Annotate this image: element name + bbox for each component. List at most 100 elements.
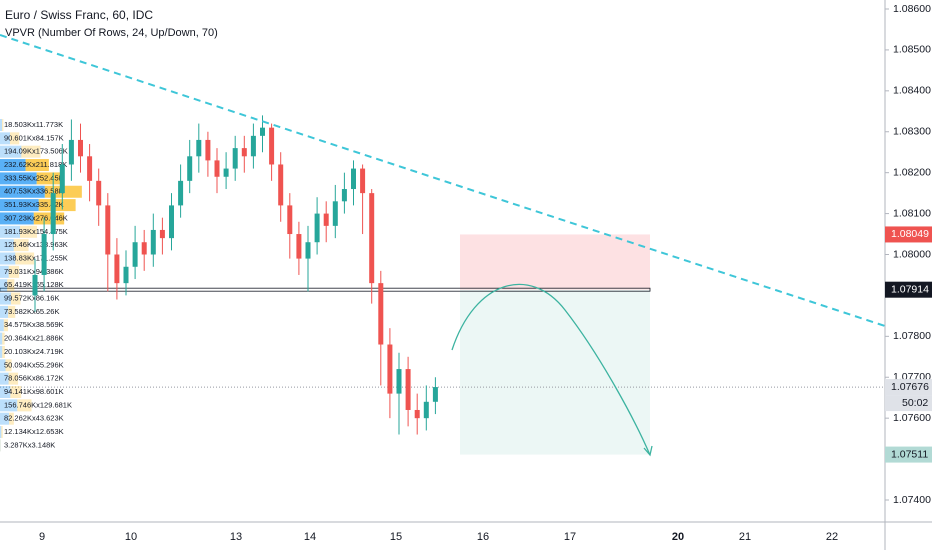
vpvr-up-bar (0, 292, 11, 305)
vpvr-up-bar (0, 172, 37, 185)
vpvr-row-label: 79.031Kx94.386K (4, 267, 64, 276)
vpvr-down-bar (36, 172, 65, 185)
x-tick-label: 10 (125, 531, 137, 543)
vpvr-down-bar (8, 265, 20, 278)
vpvr-down-bar (5, 359, 12, 372)
candle-body (123, 266, 129, 284)
candle-body (332, 201, 338, 226)
candle-body (178, 180, 184, 206)
projection-arrowhead (643, 445, 653, 457)
vpvr-up-bar (0, 159, 26, 172)
x-tick-label: 9 (39, 531, 45, 543)
vpvr-up-bar (0, 265, 9, 278)
price-tag-label: 1.07914 (891, 283, 929, 295)
vpvr-down-bar (15, 252, 35, 265)
vpvr-up-bar (0, 279, 8, 292)
candle-body (351, 168, 356, 190)
price-tag (885, 281, 932, 298)
vpvr-row-label: 50.094Kx55.296K (4, 360, 64, 369)
vpvr-up-bar (0, 199, 39, 212)
price-tag-label: 1.08049 (891, 228, 929, 240)
x-tick-label: 21 (739, 531, 751, 543)
y-tick-label: 1.08100 (893, 207, 931, 219)
vpvr-up-bar (0, 359, 6, 372)
vpvr-row-label: 94.141Kx98.601K (4, 387, 64, 396)
vpvr-up-bar (0, 372, 9, 385)
vpvr-down-bar (9, 132, 20, 145)
candle-body (150, 229, 156, 255)
x-tick-label: 13 (230, 531, 242, 543)
vpvr-down-bar (13, 239, 29, 252)
candle-body (114, 254, 120, 284)
y-tick-label: 1.08500 (893, 44, 931, 56)
vpvr-row-label: 351.93Kx335.42K (4, 200, 64, 209)
vpvr-down-bar (3, 319, 9, 332)
candle-body (223, 168, 229, 177)
candle-body (68, 139, 74, 165)
vpvr-up-bar (0, 185, 45, 198)
candle-body (214, 160, 220, 177)
price-tag (885, 379, 932, 396)
candle-body (232, 148, 238, 169)
candle-body (269, 127, 275, 165)
candle-body (414, 409, 420, 419)
vpvr-row-label: 99.572Kx86.16K (4, 294, 59, 303)
vpvr-up-bar (0, 345, 3, 358)
vpvr-row-label: 73.582Kx65.26K (4, 307, 59, 316)
vpvr-row-label: 90.601Kx84.157K (4, 133, 64, 142)
vpvr-row-label: 12.134Kx12.653K (4, 427, 64, 436)
candle-body (369, 193, 375, 284)
vpvr-up-bar (0, 252, 16, 265)
x-tick-label: 20 (672, 531, 684, 543)
candle-body (205, 139, 211, 161)
candle-body (314, 213, 320, 243)
x-tick-label: 16 (477, 531, 489, 543)
candle-body (405, 369, 411, 410)
candle-body (132, 242, 138, 267)
vpvr-up-bar (0, 119, 3, 131)
countdown-label: 50:02 (902, 397, 928, 409)
candle-body (141, 242, 147, 255)
vpvr-up-bar (0, 426, 2, 439)
vpvr-down-bar (17, 399, 32, 412)
vpvr-down-bar (2, 345, 5, 358)
vpvr-row-label: 232.62Kx211.818K (4, 160, 67, 169)
candle-body (50, 193, 56, 235)
y-tick-label: 1.08600 (893, 3, 931, 15)
candle-body (423, 401, 429, 419)
x-tick-label: 15 (390, 531, 402, 543)
vpvr-down-bar (9, 412, 14, 425)
vpvr-row-label: 194.09Kx173.506K (4, 147, 68, 156)
candle-body (341, 189, 347, 202)
candle-body (360, 168, 366, 194)
candle-body (323, 213, 329, 226)
vpvr-row-label: 156.746Kx129.681K (4, 400, 72, 409)
vpvr-up-bar (0, 145, 22, 158)
candle-body (32, 274, 38, 296)
y-tick-label: 1.07400 (893, 494, 931, 506)
candle-body (241, 148, 247, 157)
candle-body (169, 205, 174, 239)
countdown-tag (885, 395, 932, 412)
vpvr-down-bar (8, 372, 19, 385)
candle-body (159, 229, 165, 239)
vpvr-row-label: 181.93Kx154.475K (4, 227, 68, 236)
vpvr-row-label: 333.55Kx252.45K (4, 173, 64, 182)
vpvr-down-bar (2, 332, 5, 345)
candle-body (260, 127, 265, 136)
vpvr-down-bar (1, 426, 3, 439)
candle-body (378, 283, 384, 345)
vpvr-up-bar (0, 132, 10, 145)
candle-body (105, 205, 111, 255)
vpvr-row-label: 20.364Kx21.886K (4, 334, 64, 343)
vpvr-up-bar (0, 212, 34, 225)
candle-body (41, 234, 47, 275)
candle-body (187, 156, 193, 181)
x-tick-label: 22 (826, 531, 838, 543)
vpvr-up-bar (0, 239, 14, 252)
candle-body (278, 164, 284, 206)
vpvr-down-bar (10, 386, 22, 398)
y-tick-label: 1.08000 (893, 248, 931, 260)
candle-body (250, 135, 256, 157)
